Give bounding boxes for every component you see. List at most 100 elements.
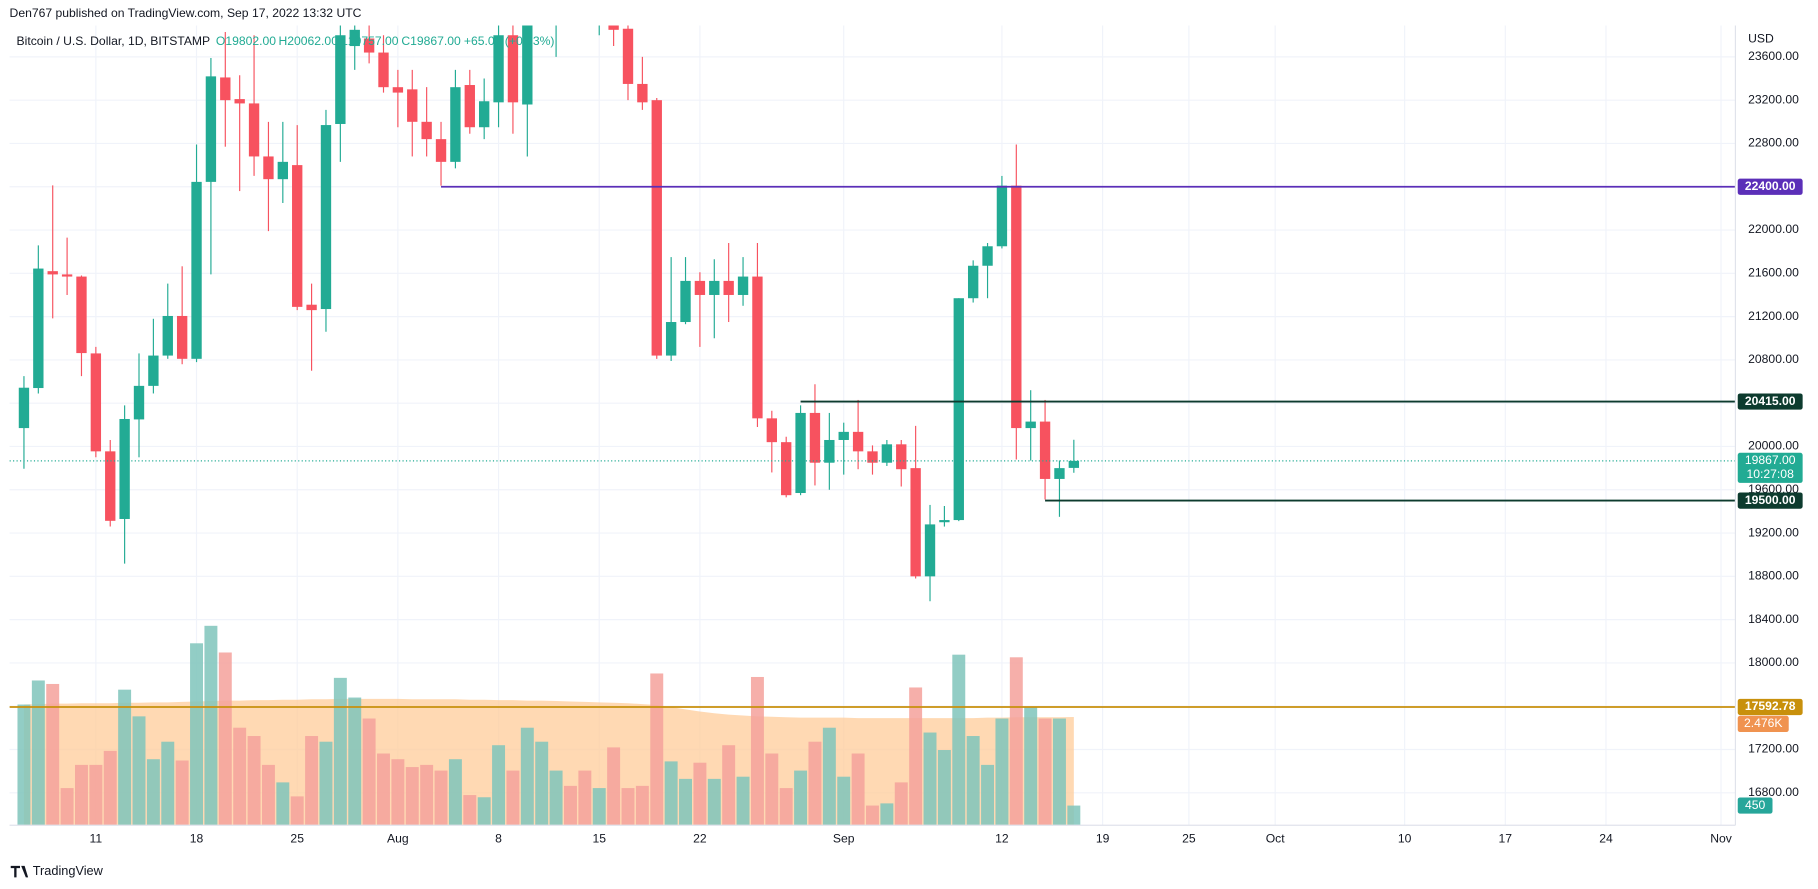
volume-bar xyxy=(1052,718,1066,826)
volume-bar xyxy=(89,764,103,826)
brand: TradingView xyxy=(10,863,104,878)
volume-box xyxy=(1737,797,1773,814)
candle-body xyxy=(1011,185,1022,429)
volume-bar xyxy=(592,788,606,826)
volume-bar xyxy=(463,795,477,826)
candle-body xyxy=(162,315,173,356)
legend-low: L19757.00 xyxy=(341,34,399,48)
y-tick-label: 20800.00 xyxy=(1748,352,1799,366)
volume-ma-box xyxy=(1737,715,1789,733)
y-tick-label: 16800.00 xyxy=(1748,785,1799,799)
volume-bar xyxy=(204,625,218,826)
candle-body xyxy=(320,125,332,310)
volume-bar xyxy=(822,727,836,826)
candle-body xyxy=(421,121,432,140)
volume-bar xyxy=(937,750,951,826)
candle-body xyxy=(76,276,87,354)
x-tick-label: Nov xyxy=(1710,831,1733,845)
volume-bar xyxy=(909,687,923,826)
candle-body xyxy=(61,274,73,277)
volume-bar xyxy=(995,718,1009,826)
candle-body xyxy=(852,431,864,452)
x-tick-label: 15 xyxy=(592,831,606,845)
volume-bar xyxy=(866,805,879,826)
candle-body xyxy=(90,353,102,452)
candle-body xyxy=(967,265,979,299)
price-labels: 22400.00 20415.00 19500.00 17592.78 19867.00… xyxy=(1737,178,1803,814)
volume-bar xyxy=(563,785,577,826)
x-tick-label: Oct xyxy=(1266,831,1286,845)
candle-body xyxy=(1068,460,1080,468)
candle-body xyxy=(105,451,116,521)
y-tick-label: 23200.00 xyxy=(1748,92,1799,106)
volume-bar xyxy=(650,673,664,826)
volume-bar xyxy=(132,716,146,826)
candle-body xyxy=(723,280,734,295)
volume-bar xyxy=(664,761,678,826)
volume-bar xyxy=(17,704,31,826)
candle-body xyxy=(982,246,993,266)
price-label-box xyxy=(1737,178,1803,195)
y-tick-label: 22000.00 xyxy=(1748,222,1799,236)
volume-bar xyxy=(218,652,232,826)
candle-body xyxy=(191,181,202,359)
axes: 16800.0017200.0017600.0018000.0018400.00… xyxy=(90,49,1800,845)
volume-bar xyxy=(305,736,319,826)
x-tick-label: 10 xyxy=(1398,831,1412,845)
volume-bar xyxy=(161,741,175,826)
volume-bar xyxy=(448,759,462,826)
symbol-title: Bitcoin / U.S. Dollar, 1D, BITSTAMP xyxy=(17,34,211,48)
candle-body xyxy=(910,468,921,577)
volume-bar xyxy=(794,770,808,826)
brand-logo xyxy=(10,865,29,878)
candle-body xyxy=(464,85,475,128)
candle-body xyxy=(752,276,763,419)
candle-body xyxy=(493,35,504,103)
candle-body xyxy=(392,87,404,93)
volume-bar xyxy=(621,788,635,826)
volume-bar xyxy=(549,770,563,826)
volume-bar xyxy=(261,764,275,826)
volume-bar xyxy=(146,759,160,826)
x-tick-label: 12 xyxy=(995,831,1009,845)
last-price-box xyxy=(1737,452,1803,483)
candle-body xyxy=(766,418,777,443)
plot-area xyxy=(9,25,1736,826)
x-tick-label: 24 xyxy=(1599,831,1613,845)
volume-bar xyxy=(190,643,204,826)
volume-bar xyxy=(923,732,937,826)
volume-bar xyxy=(477,797,491,826)
candle-body xyxy=(795,412,806,494)
candle-body xyxy=(694,280,706,295)
price-label: 19500.00 xyxy=(1745,493,1796,507)
price-label: 17592.78 xyxy=(1745,699,1796,713)
candle-body xyxy=(939,520,950,523)
volume-bar xyxy=(1067,805,1081,826)
volume-bar xyxy=(377,753,390,826)
x-tick-label: 25 xyxy=(1182,831,1196,845)
candle-body xyxy=(335,35,346,124)
candle-body xyxy=(234,99,245,104)
volume-bar xyxy=(966,736,980,826)
volume-bar xyxy=(247,736,261,826)
price-label: 20415.00 xyxy=(1745,394,1796,408)
candle-body xyxy=(33,268,44,389)
volume-bar xyxy=(60,788,74,826)
candle-body xyxy=(896,444,907,470)
x-tick-label: 8 xyxy=(495,831,502,845)
volume-bar xyxy=(276,782,290,826)
legend-close: C19867.00 xyxy=(401,34,461,48)
candle-body xyxy=(205,76,217,182)
candle-body xyxy=(306,304,317,311)
candle-body xyxy=(737,276,749,295)
price-label: 22400.00 xyxy=(1745,179,1796,193)
x-tick-label: 17 xyxy=(1499,831,1513,845)
volume-bar xyxy=(103,750,117,826)
y-tick-label: 17200.00 xyxy=(1748,742,1799,756)
candle-body xyxy=(133,385,145,420)
legend-open: O19802.00 xyxy=(216,34,276,48)
volume-bar xyxy=(118,689,132,826)
candle-body xyxy=(838,431,849,440)
last-price-label: 19867.00 xyxy=(1745,453,1796,467)
candle-body xyxy=(378,52,389,88)
